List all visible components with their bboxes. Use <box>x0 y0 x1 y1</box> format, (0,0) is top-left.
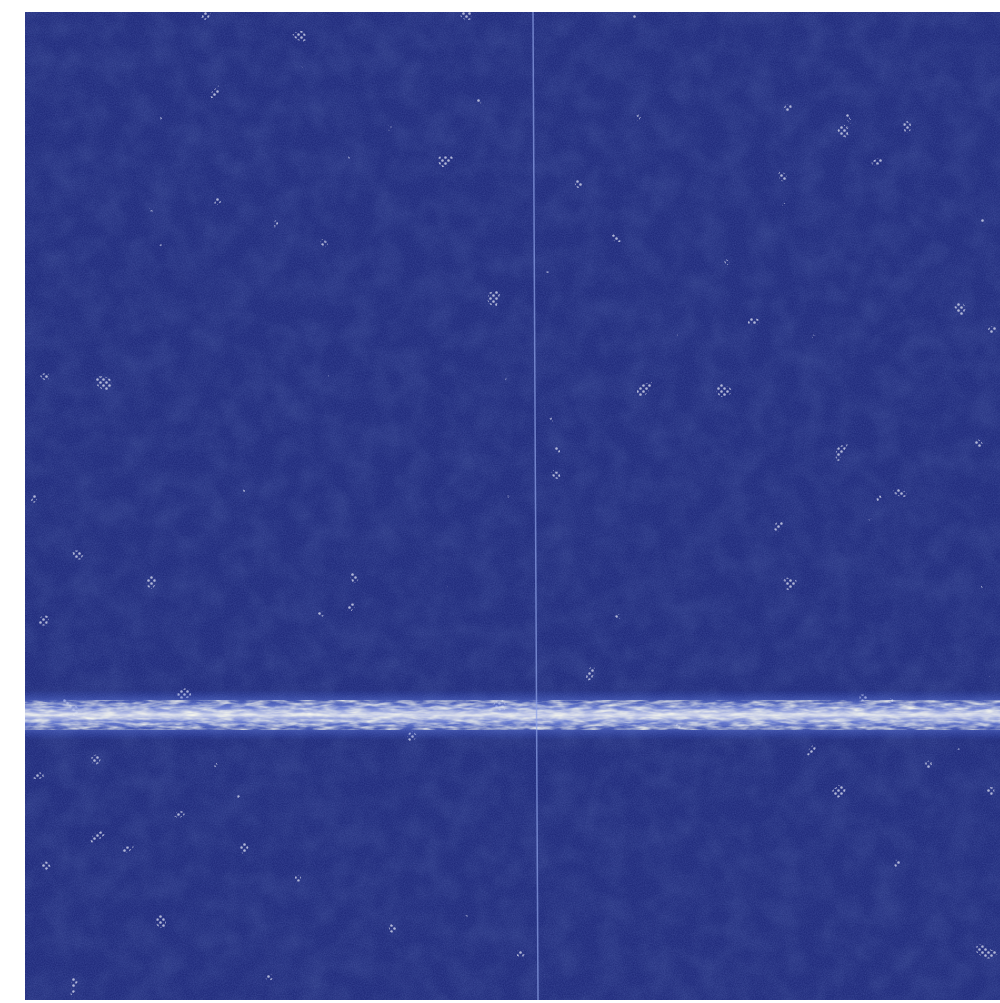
band-texture <box>25 700 1000 730</box>
speckle-blobs <box>25 12 1000 1000</box>
vertical-line <box>532 11 539 1001</box>
